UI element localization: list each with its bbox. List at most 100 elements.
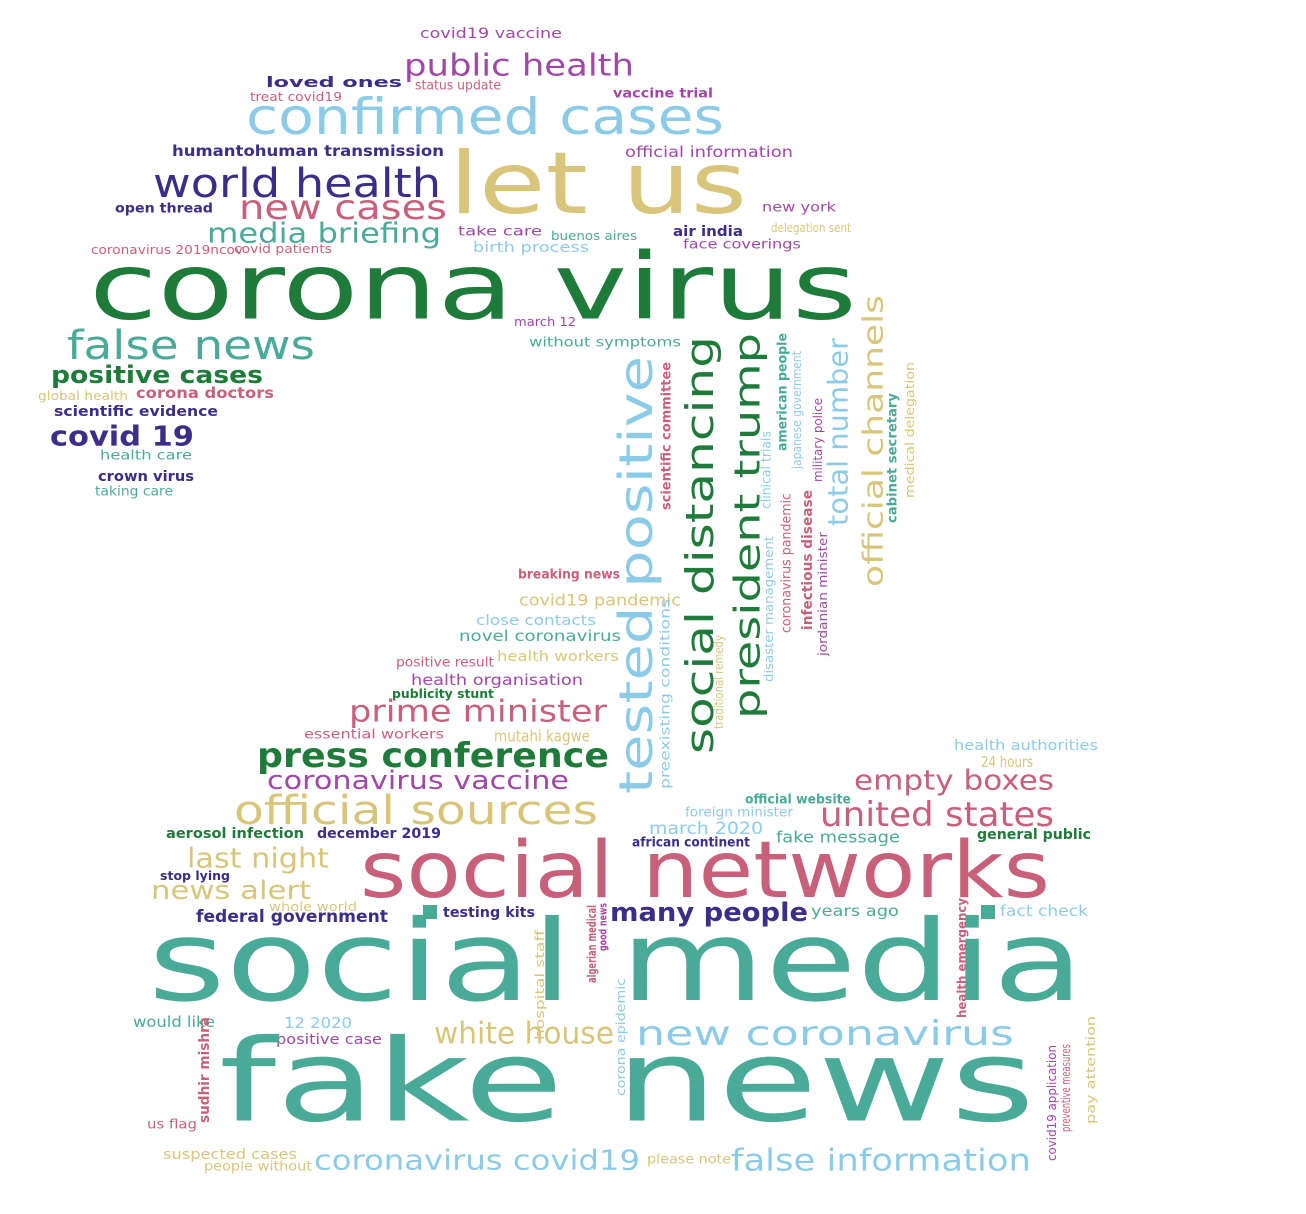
word-buenos-aires: buenos aires bbox=[551, 229, 637, 243]
word-covid-patients: covid patients bbox=[234, 242, 332, 256]
word-covid19-vaccine: covid19 vaccine bbox=[420, 26, 562, 42]
word-new-coronavirus: new coronavirus bbox=[636, 1014, 1014, 1054]
word-air-india: air india bbox=[673, 224, 743, 240]
word-last-night: last night bbox=[187, 842, 329, 875]
word-media-briefing: media briefing bbox=[207, 217, 441, 250]
square-glyph-2 bbox=[981, 905, 995, 919]
word-essential-workers: essential workers bbox=[304, 728, 444, 743]
word-fake-message: fake message bbox=[776, 828, 900, 847]
word-positive-cases: positive cases bbox=[51, 361, 263, 389]
word-12-2020: 12 2020 bbox=[284, 1014, 352, 1032]
word-tested-positive: tested positive bbox=[609, 356, 663, 794]
word-public-health: public health bbox=[404, 49, 634, 84]
word-health-emergency: health emergency bbox=[955, 898, 969, 1018]
word-positive-case: positive case bbox=[276, 1032, 382, 1048]
word-social-networks: social networks bbox=[360, 826, 1050, 916]
word-let-us: let us bbox=[449, 134, 747, 234]
word-loved-ones: loved ones bbox=[266, 75, 402, 91]
word-preexisting-conditions: preexisting conditions bbox=[659, 599, 674, 789]
word-vaccine-trial: vaccine trial bbox=[613, 87, 713, 102]
word-health-organisation: health organisation bbox=[411, 671, 583, 689]
word-official-website: official website bbox=[745, 793, 851, 808]
word-official-sources: official sources bbox=[234, 788, 598, 834]
word-coronavirus-pandemic: coronavirus pandemic bbox=[780, 493, 795, 633]
word-prime-minister: prime minister bbox=[349, 695, 608, 730]
word-united-states: united states bbox=[820, 795, 1054, 835]
word-good-news: good news bbox=[597, 903, 610, 951]
word-empty-boxes: empty boxes bbox=[854, 764, 1054, 797]
word-face-coverings: face coverings bbox=[683, 238, 801, 253]
word-news-alert: news alert bbox=[151, 876, 311, 906]
word-health-care: health care bbox=[100, 449, 192, 464]
word-american-people: american people bbox=[776, 333, 791, 451]
word-humantohuman-transmission: humantohuman transmission bbox=[172, 142, 444, 160]
word-aerosol-infection: aerosol infection bbox=[166, 826, 304, 842]
word-false-information: false information bbox=[731, 1144, 1031, 1179]
word-without-symptoms: without symptoms bbox=[529, 336, 681, 351]
square-glyph-1 bbox=[423, 905, 437, 919]
word-march-2020: march 2020 bbox=[649, 819, 763, 839]
word-open-thread: open thread bbox=[115, 202, 213, 217]
word-birth-process: birth process bbox=[473, 240, 589, 256]
word-new-york: new york bbox=[762, 201, 837, 216]
word-medical-delegation: medical delegation bbox=[903, 362, 917, 498]
word-cabinet-secretary: cabinet secretary bbox=[886, 392, 901, 523]
word-march-12: march 12 bbox=[514, 315, 576, 329]
word-infectious-disease: infectious disease bbox=[800, 490, 816, 630]
word-suspected-cases: suspected cases bbox=[163, 1147, 297, 1163]
word-pay-attention: pay attention bbox=[1084, 1016, 1098, 1124]
word-status-update: status update bbox=[415, 79, 501, 94]
word-take-care: take care bbox=[458, 225, 542, 240]
word-24-hours: 24 hours bbox=[981, 753, 1033, 771]
word-covid19-pandemic: covid19 pandemic bbox=[519, 591, 681, 610]
word-foreign-minister: foreign minister bbox=[685, 806, 794, 821]
word-publicity-stunt: publicity stunt bbox=[392, 687, 494, 701]
word-corona-epidemic: corona epidemic bbox=[614, 978, 628, 1096]
word-official-information: official information bbox=[625, 143, 793, 161]
word-japanese-government: japanese government bbox=[790, 351, 804, 470]
word-general-public: general public bbox=[977, 827, 1091, 843]
word-fact-check: fact check bbox=[1000, 902, 1088, 920]
word-white-house: white house bbox=[434, 1017, 614, 1052]
word-president-trump: president trump bbox=[728, 333, 769, 719]
word-december-2019: december 2019 bbox=[317, 826, 441, 842]
word-total-number: total number bbox=[822, 338, 855, 526]
word-breaking-news: breaking news bbox=[518, 568, 620, 583]
word-disaster-management: disaster management bbox=[762, 536, 776, 682]
word-world-health: world health bbox=[153, 161, 441, 207]
word-stop-lying: stop lying bbox=[160, 869, 230, 883]
word-novel-coronavirus: novel coronavirus bbox=[459, 627, 621, 645]
word-scientific-evidence: scientific evidence bbox=[54, 404, 218, 420]
word-african-continent: african continent bbox=[632, 836, 750, 851]
word-confirmed-cases: confirmed cases bbox=[246, 88, 724, 146]
word-corona-doctors: corona doctors bbox=[136, 384, 274, 402]
word-positive-result: positive result bbox=[396, 656, 494, 671]
word-preventive-measures: preventive measures bbox=[1059, 1044, 1073, 1132]
word-social-distancing: social distancing bbox=[678, 336, 722, 754]
word-testing-kits: testing kits bbox=[443, 905, 535, 921]
word-us-flag: us flag bbox=[147, 1118, 197, 1133]
word-delegation-sent: delegation sent bbox=[771, 221, 851, 235]
word-coronavirus-vaccine: coronavirus vaccine bbox=[267, 766, 569, 796]
word-federal-government: federal government bbox=[196, 907, 388, 927]
word-covid19-application: covid19 application bbox=[1045, 1045, 1059, 1161]
word-taking-care: taking care bbox=[95, 485, 173, 500]
word-hospital-staff: hospital staff bbox=[533, 929, 547, 1040]
word-jordanian-minister: jordanian minister bbox=[816, 532, 830, 657]
word-health-workers: health workers bbox=[497, 649, 619, 665]
word-traditional-remedy: traditional remedy bbox=[712, 635, 726, 729]
word-covid-19: covid 19 bbox=[50, 420, 194, 453]
word-people-without: people without bbox=[204, 1160, 312, 1175]
word-close-contacts: close contacts bbox=[476, 613, 596, 629]
word-clinical-trials: clinical trials bbox=[760, 431, 775, 509]
word-global-health: global health bbox=[38, 389, 128, 403]
word-fake-news: fake news bbox=[219, 1015, 1035, 1148]
word-health-authorities: health authorities bbox=[954, 738, 1098, 754]
word-sudhir-mishra: sudhir mishra bbox=[197, 1017, 213, 1123]
word-mutahi-kagwe: mutahi kagwe bbox=[494, 727, 590, 746]
word-military-police: military police bbox=[811, 398, 825, 482]
word-coronavirus-covid19: coronavirus covid19 bbox=[314, 1144, 640, 1177]
word-social-media: social media bbox=[148, 897, 1084, 1027]
